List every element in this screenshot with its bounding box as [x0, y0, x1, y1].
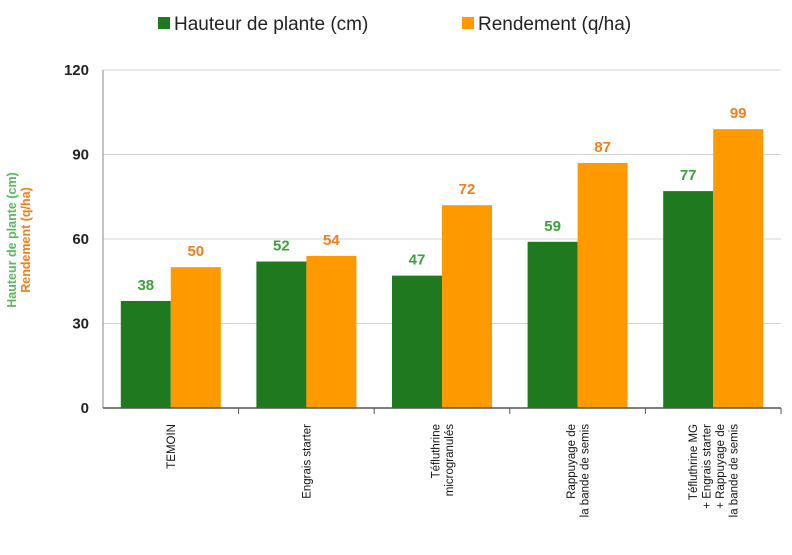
data-label: 59 [544, 218, 561, 235]
y-axis-ticks: 0 30 60 90 120 [64, 62, 89, 417]
data-label: 47 [409, 252, 426, 269]
y-tick-label: 60 [72, 231, 89, 248]
data-label: 38 [137, 277, 154, 294]
category-labels: TEMOIN Engrais starter Téfluthrine microgra… [166, 424, 741, 518]
x-category-label: Téfluthrine [430, 424, 442, 478]
data-label: 87 [594, 139, 611, 156]
bar-hauteur [527, 241, 578, 408]
x-axis [102, 70, 782, 414]
x-category-label: Rappuyage de [566, 424, 578, 499]
bar-rendement [577, 162, 628, 408]
bar-rendement [170, 267, 221, 408]
legend-label: Rendement (q/ha) [478, 14, 631, 35]
x-category-label: TEMOIN [166, 424, 178, 469]
y-tick-label: 0 [81, 400, 89, 417]
y-tick-label: 30 [72, 316, 89, 333]
x-category-label: la bande de semis [728, 424, 740, 518]
legend-label: Hauteur de plante (cm) [174, 14, 368, 35]
y-tick-label: 90 [72, 147, 89, 164]
y-axis-title: Hauteur de plante (cm) [5, 172, 19, 307]
bar-rendement [713, 129, 764, 408]
data-label: 77 [680, 167, 697, 184]
bar-hauteur [392, 275, 442, 408]
bar-hauteur [256, 261, 307, 408]
x-category-label: + Engrais starter [701, 424, 713, 509]
legend: Hauteur de plante (cm) Rendement (q/ha) [158, 14, 631, 35]
data-label: 99 [730, 105, 747, 122]
x-category-label: + Rappuyage de [715, 424, 727, 509]
bar-hauteur [120, 300, 171, 408]
bar-rendement [442, 205, 492, 408]
data-label: 54 [323, 232, 340, 249]
x-category-label: Engrais starter [301, 424, 313, 499]
bar-hauteur [663, 191, 714, 408]
legend-swatch [462, 17, 474, 29]
y-axis-title: Rendement (q/ha) [19, 187, 33, 293]
data-label: 52 [273, 238, 290, 255]
data-label: 50 [187, 243, 204, 260]
data-labels: 38 50 52 54 47 72 59 87 77 99 [137, 105, 746, 294]
y-axis-label: Hauteur de plante (cm) Rendement (q/ha) [5, 172, 33, 307]
x-category-label: Téfluthrine MG [688, 424, 700, 500]
legend-swatch [158, 17, 170, 29]
y-tick-label: 120 [64, 62, 89, 79]
bars [120, 129, 764, 408]
bar-rendement [306, 255, 357, 408]
x-category-label: la bande de semis [579, 424, 591, 518]
data-label: 72 [459, 181, 476, 198]
x-category-label: microgranulés [444, 424, 456, 496]
